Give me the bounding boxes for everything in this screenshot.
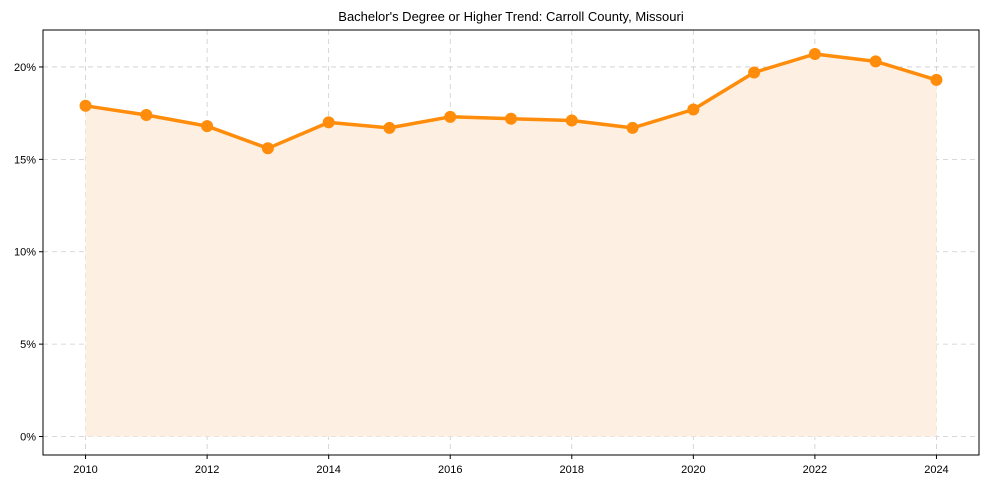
y-tick-label: 0% <box>20 432 36 444</box>
data-point-marker: 2015: 16.7% <box>383 121 396 134</box>
data-point-marker: 2021: 19.7% <box>748 66 761 79</box>
x-tick-label: 2022 <box>803 464 827 476</box>
x-tick-label: 2016 <box>438 464 462 476</box>
x-tick-label: 2018 <box>560 464 584 476</box>
data-point-marker: 2024: 19.3% <box>930 73 943 86</box>
data-point-marker: 2014: 17% <box>322 116 335 129</box>
y-tick-label: 5% <box>20 339 36 351</box>
data-point-marker: 2020: 17.7% <box>687 103 700 116</box>
data-point-marker: 2013: 15.6% <box>261 142 274 155</box>
data-point-marker: 2023: 20.3% <box>869 55 882 68</box>
data-point-marker: 2010: 17.9% <box>79 99 92 112</box>
data-point-marker: 2012: 16.8% <box>201 120 214 133</box>
y-axis: 0% 5% 10% 15% 20% <box>14 62 43 444</box>
chart-title: Bachelor's Degree or Higher Trend: Carro… <box>338 9 684 24</box>
y-tick-label: 20% <box>14 62 36 74</box>
data-point-marker: 2022: 20.7% <box>808 48 821 61</box>
x-tick-label: 2012 <box>195 464 219 476</box>
data-point-marker: 2016: 17.3% <box>444 110 457 123</box>
data-point-marker: 2011: 17.4% <box>140 109 153 121</box>
y-tick-label: 10% <box>14 247 36 259</box>
x-tick-label: 2014 <box>316 464 340 476</box>
y-tick-label: 15% <box>14 154 36 166</box>
data-point-marker: 2019: 16.7% <box>626 121 639 134</box>
plot-frame <box>42 29 980 456</box>
data-markers: 2010: 17.9% 2011: 17.4% 2012: 16.8% 2013: 1… <box>79 48 943 155</box>
area-fill <box>85 54 937 437</box>
x-tick-label: 2010 <box>73 464 97 476</box>
data-point-marker: 2018: 17.1% <box>565 114 578 127</box>
data-point-marker: 2017: 17.2% <box>505 112 517 125</box>
x-axis: 2010 2012 2014 2016 2018 2020 2022 2024 <box>73 455 949 476</box>
x-tick-label: 2020 <box>681 464 705 476</box>
x-tick-label: 2024 <box>924 464 948 476</box>
